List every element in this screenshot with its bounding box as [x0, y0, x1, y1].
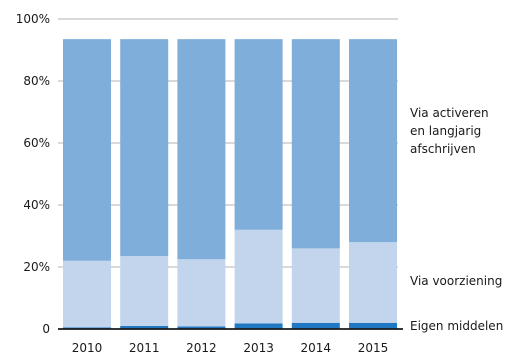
y-tick-label: 100% [16, 12, 50, 26]
x-tick-label: 2015 [358, 341, 389, 355]
bar-segment-3-2014 [291, 39, 340, 249]
bar-segment-1-2014 [291, 322, 340, 329]
bar-segment-3-2010 [63, 39, 111, 261]
bar-segment-2-2011 [120, 256, 169, 326]
bar-segment-3-2011 [120, 39, 169, 257]
y-axis-ticks: 0 20% 40% 60% 80% 100% [16, 12, 50, 336]
y-tick-label: 80% [23, 74, 50, 88]
bar-segment-2-2012 [177, 259, 226, 327]
legend-label-voorziening: Via voorziening [410, 274, 502, 288]
x-axis-ticks: 2010 2011 2012 2013 2014 2015 [72, 341, 389, 355]
gridlines [58, 18, 398, 268]
bar-segment-1-2013 [234, 323, 283, 329]
x-tick-label: 2014 [301, 341, 332, 355]
bar-segment-3-2013 [234, 39, 283, 230]
bar-segment-3-2015 [349, 39, 397, 243]
bar-segment-2-2015 [349, 242, 397, 323]
legend: Via activeren en langjarig afschrijven Via … [410, 106, 503, 333]
bar-segment-3-2012 [177, 39, 226, 260]
legend-label-activeren: en langjarig [410, 124, 481, 138]
y-tick-label: 60% [23, 136, 50, 150]
x-tick-label: 2011 [129, 341, 160, 355]
legend-label-eigen: Eigen middelen [410, 319, 503, 333]
y-tick-label: 0 [42, 322, 50, 336]
x-tick-label: 2013 [243, 341, 274, 355]
bar-segment-1-2011 [120, 325, 169, 329]
y-tick-label: 20% [23, 260, 50, 274]
bar-segment-2-2014 [291, 248, 340, 323]
y-tick-label: 40% [23, 198, 50, 212]
x-tick-label: 2010 [72, 341, 103, 355]
bar-segment-1-2012 [177, 326, 226, 329]
legend-label-activeren: afschrijven [410, 142, 476, 156]
x-tick-label: 2012 [186, 341, 217, 355]
bar-segment-2-2013 [234, 229, 283, 324]
bar-segment-1-2015 [349, 322, 397, 329]
bar-segment-2-2010 [63, 260, 111, 328]
bars [58, 39, 403, 330]
legend-label-activeren: Via activeren [410, 106, 489, 120]
